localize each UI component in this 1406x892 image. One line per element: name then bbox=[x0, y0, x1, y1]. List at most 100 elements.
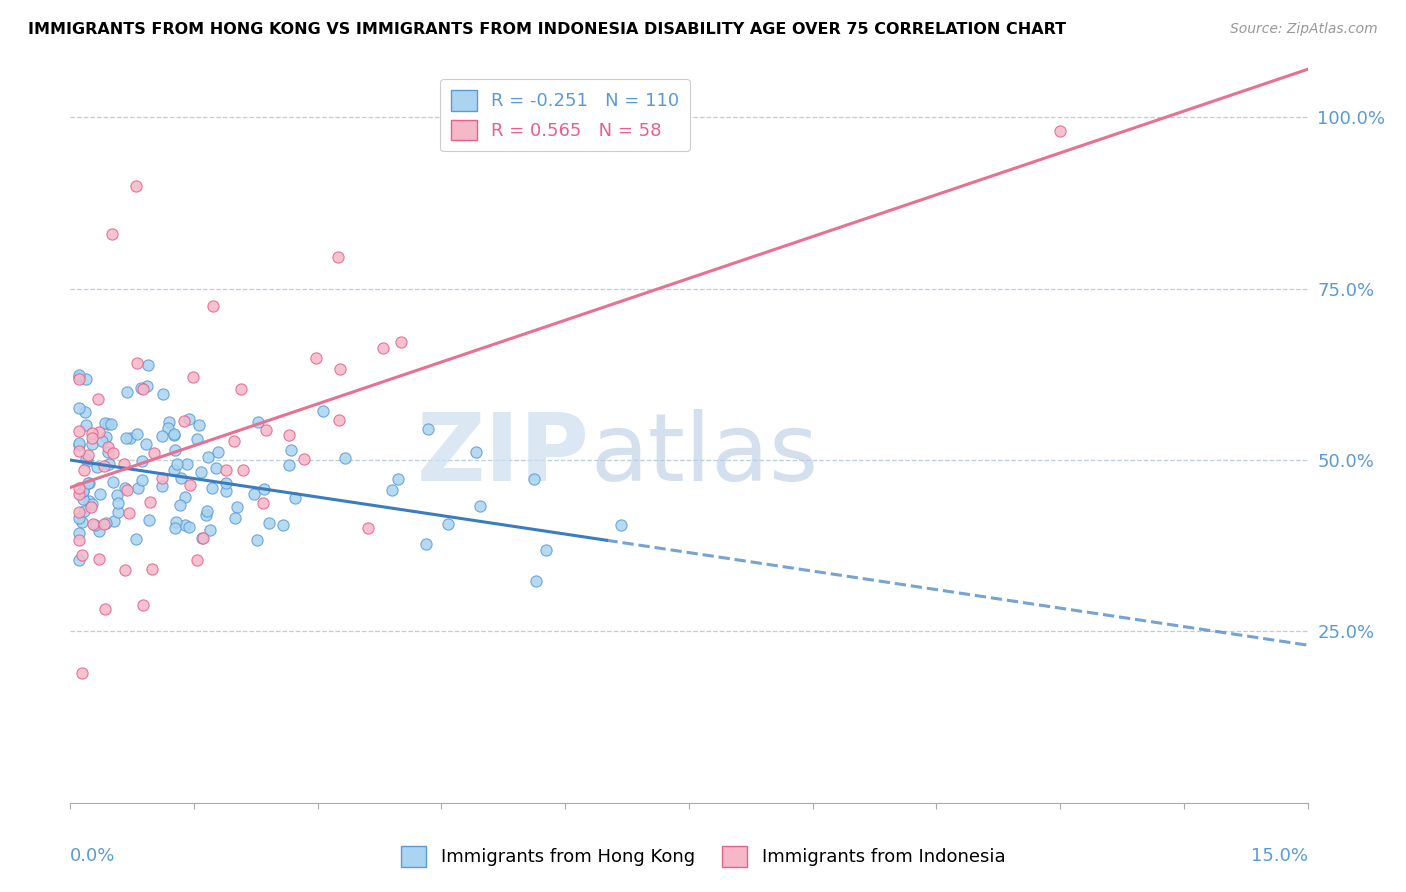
Point bbox=[100, 417, 122, 431]
Point bbox=[335, 450, 357, 465]
Point bbox=[76, 448, 98, 462]
Point bbox=[82, 516, 104, 531]
Point bbox=[127, 481, 149, 495]
Point bbox=[163, 427, 186, 442]
Point bbox=[163, 442, 186, 457]
Point bbox=[93, 516, 115, 531]
Point bbox=[278, 428, 301, 442]
Point bbox=[125, 427, 148, 442]
Point bbox=[280, 442, 302, 457]
Point bbox=[201, 481, 224, 495]
Point bbox=[97, 417, 120, 431]
Point bbox=[156, 420, 179, 434]
Point bbox=[107, 496, 129, 510]
Point bbox=[523, 472, 546, 486]
Point bbox=[80, 497, 103, 511]
Point bbox=[96, 430, 118, 444]
Legend: Immigrants from Hong Kong, Immigrants from Indonesia: Immigrants from Hong Kong, Immigrants fr… bbox=[394, 838, 1012, 874]
Point bbox=[174, 490, 197, 504]
Point bbox=[207, 445, 229, 459]
Point bbox=[93, 459, 115, 474]
Point bbox=[86, 392, 108, 407]
Point bbox=[150, 428, 173, 442]
Text: IMMIGRANTS FROM HONG KONG VS IMMIGRANTS FROM INDONESIA DISABILITY AGE OVER 75 CO: IMMIGRANTS FROM HONG KONG VS IMMIGRANTS … bbox=[28, 22, 1066, 37]
Legend: R = -0.251   N = 110, R = 0.565   N = 58: R = -0.251 N = 110, R = 0.565 N = 58 bbox=[440, 78, 690, 152]
Point bbox=[253, 482, 276, 496]
Point bbox=[103, 446, 125, 460]
Point bbox=[143, 446, 166, 460]
Point bbox=[101, 475, 124, 490]
Point bbox=[191, 532, 214, 546]
Point bbox=[89, 524, 111, 538]
Point bbox=[277, 458, 299, 472]
Point bbox=[437, 517, 460, 532]
Point bbox=[173, 517, 195, 532]
Point bbox=[163, 427, 186, 442]
Point bbox=[165, 521, 187, 535]
Point bbox=[179, 520, 201, 534]
Point bbox=[305, 351, 328, 365]
Point bbox=[67, 370, 90, 384]
Point bbox=[173, 414, 195, 428]
Point bbox=[197, 450, 219, 464]
Point bbox=[179, 478, 201, 492]
Point bbox=[103, 514, 125, 528]
Point bbox=[152, 387, 174, 401]
Point bbox=[135, 379, 157, 393]
Point bbox=[107, 505, 129, 519]
Point bbox=[89, 487, 111, 501]
Point bbox=[80, 500, 103, 515]
Point bbox=[157, 415, 180, 429]
Point bbox=[132, 382, 155, 396]
Point bbox=[177, 411, 200, 425]
Point bbox=[534, 542, 557, 557]
Point bbox=[100, 227, 122, 241]
Point bbox=[84, 518, 107, 533]
Point bbox=[187, 417, 209, 432]
Point bbox=[150, 471, 173, 485]
Point bbox=[224, 510, 246, 524]
Point bbox=[381, 483, 404, 498]
Point bbox=[131, 381, 153, 395]
Point bbox=[284, 491, 307, 505]
Point bbox=[87, 425, 110, 439]
Point bbox=[246, 415, 269, 429]
Point bbox=[67, 533, 90, 548]
Point bbox=[67, 437, 90, 451]
Point bbox=[94, 601, 117, 615]
Point bbox=[125, 532, 148, 546]
Point bbox=[191, 531, 214, 545]
Point bbox=[246, 533, 269, 548]
Point bbox=[98, 457, 121, 471]
Point bbox=[215, 463, 238, 477]
Point bbox=[72, 463, 94, 477]
Point bbox=[387, 472, 409, 486]
Point bbox=[1049, 124, 1071, 138]
Point bbox=[131, 454, 153, 468]
Point bbox=[114, 481, 136, 495]
Point bbox=[166, 457, 188, 471]
Point bbox=[163, 463, 186, 477]
Point bbox=[67, 505, 90, 519]
Point bbox=[150, 478, 173, 492]
Point bbox=[231, 382, 253, 396]
Point bbox=[222, 434, 245, 448]
Point bbox=[312, 404, 335, 418]
Point bbox=[94, 416, 117, 430]
Point bbox=[118, 506, 141, 520]
Point bbox=[389, 334, 412, 349]
Point bbox=[115, 431, 138, 445]
Point bbox=[87, 552, 110, 566]
Text: atlas: atlas bbox=[591, 409, 818, 500]
Point bbox=[67, 401, 90, 416]
Point bbox=[75, 372, 97, 386]
Point bbox=[115, 385, 138, 400]
Point bbox=[120, 430, 142, 444]
Point bbox=[254, 423, 277, 437]
Point bbox=[205, 460, 228, 475]
Point bbox=[72, 666, 94, 681]
Point bbox=[77, 476, 100, 491]
Point bbox=[138, 495, 160, 509]
Point bbox=[90, 434, 112, 449]
Point bbox=[215, 484, 238, 499]
